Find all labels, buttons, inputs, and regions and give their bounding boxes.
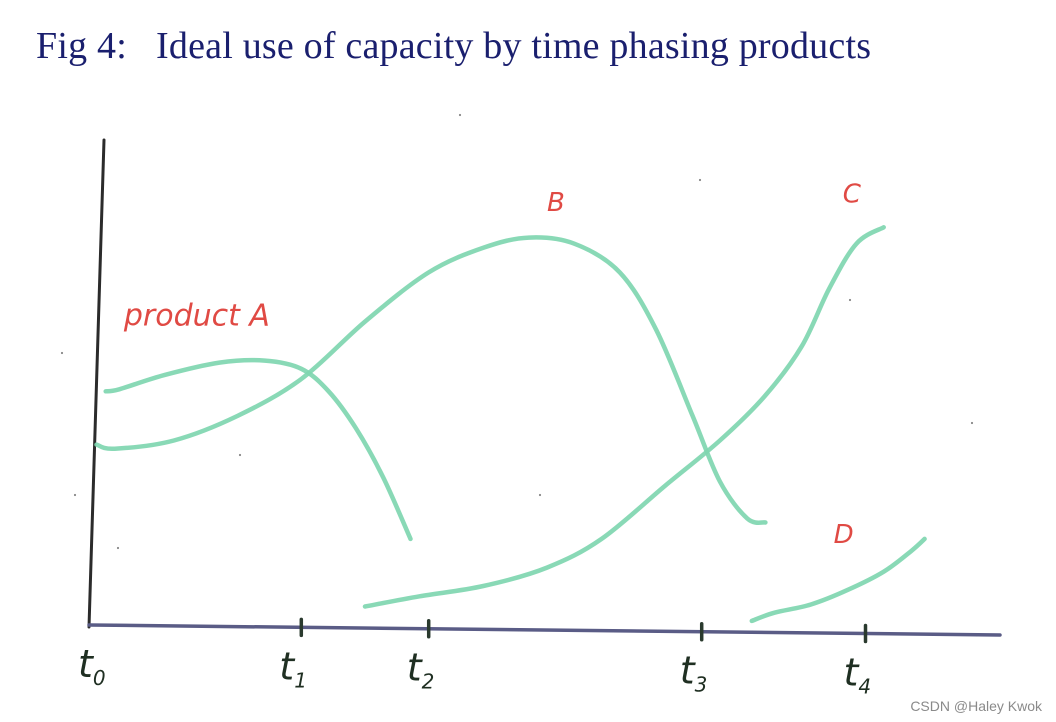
curve-c bbox=[362, 225, 886, 609]
curve-b bbox=[94, 235, 768, 525]
speck bbox=[698, 178, 702, 182]
speck bbox=[73, 493, 77, 497]
curve-product-a bbox=[103, 357, 413, 542]
speck bbox=[238, 453, 242, 457]
x-axis-line bbox=[87, 623, 1002, 637]
curve-label-product-a: product A bbox=[123, 299, 270, 334]
axes bbox=[60, 113, 1002, 637]
product-curves bbox=[94, 225, 927, 624]
figure-title: Fig 4: Ideal use of capacity by time pha… bbox=[36, 25, 872, 67]
curve-labels: product A B C D bbox=[123, 180, 862, 550]
x-tick-label-0: t0 bbox=[78, 642, 106, 690]
x-tick-label-1: t1 bbox=[279, 644, 307, 692]
speck bbox=[970, 421, 974, 425]
speck bbox=[60, 351, 64, 355]
curve-label-c: C bbox=[843, 180, 862, 210]
x-tick-label-2: t2 bbox=[407, 646, 435, 694]
curve-d bbox=[749, 536, 927, 624]
x-tick-label-4: t4 bbox=[844, 651, 872, 699]
curve-label-b: B bbox=[547, 188, 565, 218]
curve-label-d: D bbox=[834, 520, 854, 550]
speck bbox=[538, 493, 542, 497]
speck bbox=[116, 546, 120, 550]
x-tick-label-3: t3 bbox=[680, 649, 708, 697]
speck bbox=[848, 298, 852, 302]
watermark: CSDN @Haley Kwok bbox=[910, 698, 1042, 714]
speck bbox=[458, 113, 462, 117]
y-axis-line bbox=[87, 138, 106, 629]
